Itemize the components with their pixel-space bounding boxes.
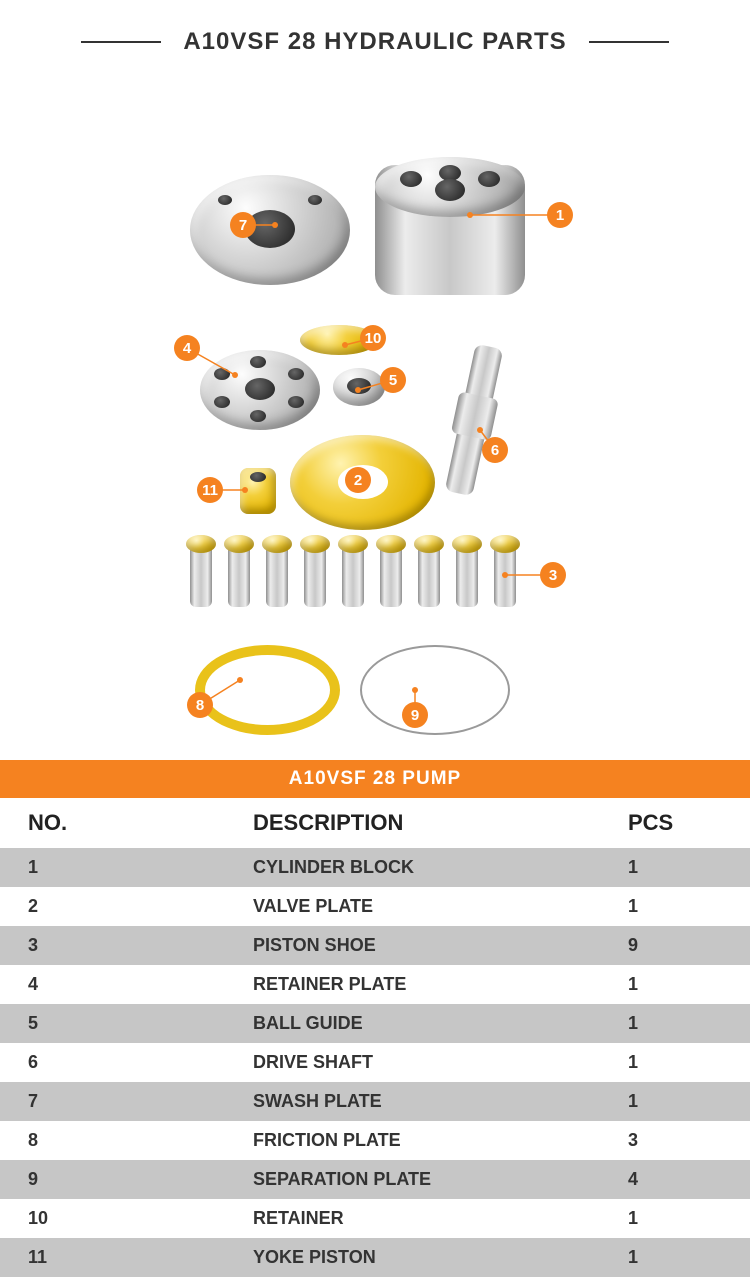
table-row: 4RETAINER PLATE1 [0, 965, 750, 1004]
callout-7: 7 [230, 212, 256, 238]
cell-desc: CYLINDER BLOCK [225, 848, 600, 887]
exploded-diagram: 1 2 3 4 5 6 7 8 9 10 11 [0, 70, 750, 760]
cell-pcs: 1 [600, 848, 750, 887]
col-no: NO. [0, 798, 225, 848]
cell-desc: BALL GUIDE [225, 1004, 600, 1043]
part-swash-plate [190, 175, 350, 285]
cell-no: 4 [0, 965, 225, 1004]
cell-pcs: 1 [600, 1082, 750, 1121]
callout-9: 9 [402, 702, 428, 728]
part-piston-shoes [190, 535, 530, 615]
callout-10: 10 [360, 325, 386, 351]
parts-table: NO. DESCRIPTION PCS 1CYLINDER BLOCK12VAL… [0, 798, 750, 1277]
cell-no: 1 [0, 848, 225, 887]
cell-pcs: 9 [600, 926, 750, 965]
callout-2: 2 [345, 467, 371, 493]
cell-pcs: 1 [600, 1004, 750, 1043]
table-row: 2VALVE PLATE1 [0, 887, 750, 926]
part-separation-plate [360, 645, 510, 735]
cell-no: 11 [0, 1238, 225, 1277]
callout-lines [0, 70, 750, 760]
table-row: 10RETAINER1 [0, 1199, 750, 1238]
col-desc: DESCRIPTION [225, 798, 600, 848]
cell-pcs: 1 [600, 1238, 750, 1277]
cell-desc: RETAINER PLATE [225, 965, 600, 1004]
cell-no: 6 [0, 1043, 225, 1082]
callout-3: 3 [540, 562, 566, 588]
cell-pcs: 1 [600, 965, 750, 1004]
cell-desc: SEPARATION PLATE [225, 1160, 600, 1199]
cell-pcs: 3 [600, 1121, 750, 1160]
part-drive-shaft [445, 344, 504, 497]
cell-no: 3 [0, 926, 225, 965]
cell-pcs: 1 [600, 1199, 750, 1238]
cell-desc: PISTON SHOE [225, 926, 600, 965]
cell-pcs: 1 [600, 1043, 750, 1082]
cell-desc: RETAINER [225, 1199, 600, 1238]
table-row: 5BALL GUIDE1 [0, 1004, 750, 1043]
cell-no: 5 [0, 1004, 225, 1043]
callout-1: 1 [547, 202, 573, 228]
cell-no: 9 [0, 1160, 225, 1199]
table-row: 7SWASH PLATE1 [0, 1082, 750, 1121]
part-cylinder-block [375, 165, 525, 295]
cell-no: 8 [0, 1121, 225, 1160]
part-friction-plate [195, 645, 340, 735]
table-row: 3PISTON SHOE9 [0, 926, 750, 965]
table-row: 8FRICTION PLATE3 [0, 1121, 750, 1160]
cell-desc: VALVE PLATE [225, 887, 600, 926]
cell-desc: YOKE PISTON [225, 1238, 600, 1277]
header: A10VSF 28 HYDRAULIC PARTS [0, 0, 750, 70]
part-yoke-piston [240, 468, 276, 514]
callout-11: 11 [197, 477, 223, 503]
table-row: 9SEPARATION PLATE4 [0, 1160, 750, 1199]
callout-6: 6 [482, 437, 508, 463]
cell-desc: FRICTION PLATE [225, 1121, 600, 1160]
part-ball-guide [333, 368, 385, 406]
callout-5: 5 [380, 367, 406, 393]
header-rule-left [81, 41, 161, 43]
cell-no: 10 [0, 1199, 225, 1238]
header-rule-right [589, 41, 669, 43]
table-row: 1CYLINDER BLOCK1 [0, 848, 750, 887]
cell-no: 2 [0, 887, 225, 926]
table-row: 11YOKE PISTON1 [0, 1238, 750, 1277]
table-row: 6DRIVE SHAFT1 [0, 1043, 750, 1082]
table-header-row: NO. DESCRIPTION PCS [0, 798, 750, 848]
col-pcs: PCS [600, 798, 750, 848]
callout-8: 8 [187, 692, 213, 718]
section-title: A10VSF 28 PUMP [0, 760, 750, 798]
cell-desc: SWASH PLATE [225, 1082, 600, 1121]
part-retainer-plate [200, 350, 320, 430]
cell-no: 7 [0, 1082, 225, 1121]
cell-desc: DRIVE SHAFT [225, 1043, 600, 1082]
cell-pcs: 4 [600, 1160, 750, 1199]
page-title: A10VSF 28 HYDRAULIC PARTS [161, 28, 588, 56]
cell-pcs: 1 [600, 887, 750, 926]
callout-4: 4 [174, 335, 200, 361]
